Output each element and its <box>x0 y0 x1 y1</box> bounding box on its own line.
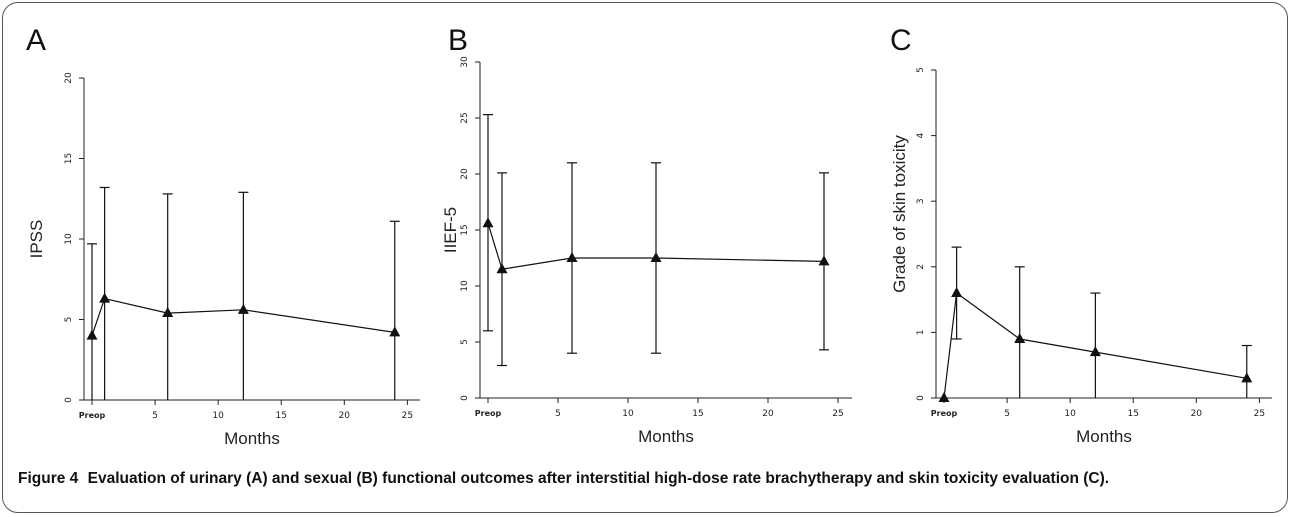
y-tick-label: 0 <box>460 395 470 401</box>
data-point <box>482 217 494 228</box>
x-tick-label: 20 <box>339 411 351 421</box>
panel-label: B <box>448 24 468 57</box>
data-point <box>566 252 578 262</box>
panel-label: A <box>26 24 46 57</box>
y-tick-label: 4 <box>916 132 926 138</box>
y-tick-label: 20 <box>64 72 74 84</box>
x-tick-label: 5 <box>1004 409 1010 419</box>
y-tick-label: 5 <box>64 317 74 323</box>
figure-caption: Figure 4 Evaluation of urinary (A) and s… <box>18 469 1278 489</box>
caption-text: Evaluation of urinary (A) and sexual (B)… <box>87 470 1110 487</box>
y-tick-label: 10 <box>460 280 470 292</box>
y-axis-title: IIEF-5 <box>441 207 460 253</box>
panel-b: B 0 5 10 15 20 25 30 Preop 5 10 15 20 25 Months IIEF-5 <box>441 24 852 446</box>
x-tick-label: 10 <box>1064 409 1076 419</box>
data-point <box>496 263 508 274</box>
y-tick-label: 3 <box>916 198 926 204</box>
data-point <box>389 326 401 337</box>
y-tick-label: 5 <box>460 339 470 345</box>
panel-a: A 0 5 10 15 20 Preop 5 10 15 20 25 Months IPSS <box>26 24 420 448</box>
y-tick-label: 30 <box>460 56 470 68</box>
y-tick-label: 1 <box>916 330 926 336</box>
x-axis-title: Months <box>638 427 694 446</box>
x-axis-title: Months <box>1076 427 1132 446</box>
data-point <box>818 255 830 266</box>
y-tick-label: 25 <box>460 112 470 123</box>
x-tick-label: 15 <box>692 409 703 419</box>
y-tick-label: 0 <box>916 395 926 401</box>
y-tick-label: 2 <box>916 264 926 270</box>
data-point <box>938 392 950 402</box>
x-tick-label: 25 <box>1254 409 1265 419</box>
data-point <box>237 303 249 314</box>
y-tick-label: 20 <box>460 168 470 180</box>
panel-label: C <box>890 24 912 57</box>
data-point <box>86 329 98 340</box>
x-tick-label: 15 <box>1128 409 1139 419</box>
data-point <box>650 252 662 262</box>
x-tick-label: Preop <box>475 409 502 418</box>
data-point <box>162 307 174 318</box>
x-tick-label: 5 <box>555 409 561 419</box>
x-tick-label: 20 <box>762 409 774 419</box>
x-tick-label: 10 <box>622 409 634 419</box>
y-tick-label: 5 <box>916 67 926 73</box>
caption-label: Figure 4 <box>18 470 79 487</box>
x-tick-label: 15 <box>276 411 287 421</box>
data-point <box>1014 332 1026 343</box>
data-point <box>951 287 963 298</box>
data-point <box>1089 346 1101 357</box>
y-tick-label: 15 <box>64 153 74 164</box>
y-axis-title: IPSS <box>27 220 46 259</box>
y-tick-label: 15 <box>460 224 470 235</box>
x-tick-label: 25 <box>832 409 843 419</box>
x-tick-label: 5 <box>152 411 158 421</box>
data-point <box>99 292 111 303</box>
x-tick-label: Preop <box>79 411 106 420</box>
x-tick-label: 10 <box>212 411 224 421</box>
x-axis-title: Months <box>224 429 280 448</box>
panel-c: C 0 1 2 3 4 5 Preop 5 10 15 20 25 Months Grade of skin… <box>890 24 1272 446</box>
y-tick-label: 0 <box>64 397 74 403</box>
y-axis-title: Grade of skin toxicity <box>890 135 909 293</box>
x-tick-label: 20 <box>1191 409 1203 419</box>
x-tick-label: Preop <box>931 409 958 418</box>
x-tick-label: 25 <box>402 411 413 421</box>
y-tick-label: 10 <box>64 233 74 245</box>
data-point <box>1241 372 1253 383</box>
